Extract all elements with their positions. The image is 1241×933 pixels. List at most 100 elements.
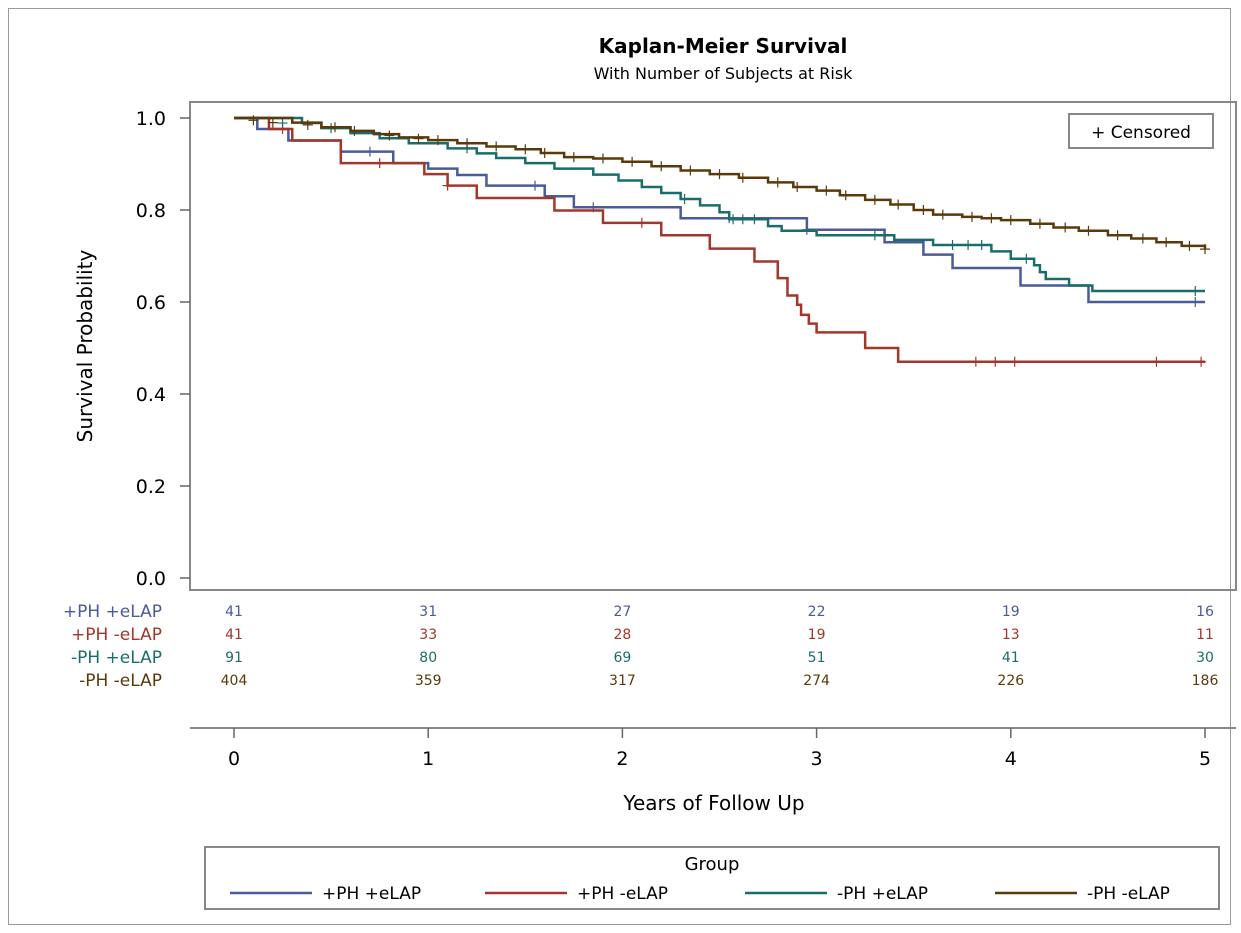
censor-mark (714, 169, 725, 180)
censor-mark (1083, 225, 1094, 236)
at-risk-count: 91 (225, 650, 243, 666)
chart-subtitle: With Number of Subjects at Risk (594, 64, 854, 83)
legend-label: +PH -eLAP (577, 884, 668, 904)
at-risk-count: 19 (808, 627, 826, 643)
censor-mark (1034, 218, 1045, 229)
y-axis: 0.0 0.2 0.4 0.6 0.8 1.0 (136, 108, 190, 590)
censor-mark (1137, 233, 1148, 244)
series-line (234, 116, 1207, 250)
censor-mark (1196, 356, 1207, 367)
censor-mark (679, 193, 690, 204)
at-risk-count: 41 (225, 604, 243, 620)
y-tick-label: 0.8 (136, 200, 166, 222)
legend-label: +PH +eLAP (322, 884, 421, 904)
censor-mark (1200, 244, 1210, 255)
y-tick-label: 0.2 (136, 476, 166, 498)
censor-mark (749, 214, 760, 225)
at-risk-row-label: +PH -eLAP (71, 625, 162, 645)
censor-mark (539, 147, 550, 158)
censor-mark (432, 135, 443, 146)
series-layer (234, 115, 1210, 367)
at-risk-count: 69 (613, 650, 631, 666)
censor-mark (947, 239, 958, 250)
censor-mark (374, 158, 385, 169)
censor-mark (737, 172, 748, 183)
censor-mark (918, 205, 929, 215)
at-risk-count: 28 (613, 627, 631, 643)
censor-mark (364, 146, 375, 157)
at-risk-row-label: -PH +eLAP (71, 648, 162, 668)
censor-mark (442, 180, 453, 191)
at-risk-count: 31 (419, 604, 437, 620)
censor-mark (520, 144, 531, 155)
censor-mark (937, 209, 948, 220)
censor-mark (1021, 253, 1032, 264)
group-legend-box (204, 846, 1220, 910)
censor-mark (685, 165, 696, 176)
censor-mark (267, 117, 278, 128)
censor-mark (963, 239, 974, 250)
censor-mark (821, 185, 832, 196)
x-tick-label: 2 (616, 748, 628, 770)
at-risk-count: 22 (808, 604, 826, 620)
at-risk-count: 317 (609, 673, 636, 689)
censor-mark (462, 138, 473, 149)
censor-mark (869, 194, 880, 205)
censor-mark (1009, 356, 1020, 367)
censor-mark (349, 125, 360, 136)
censor-mark (1190, 285, 1201, 296)
at-risk-count: 51 (808, 650, 826, 666)
at-risk-count: 80 (419, 650, 437, 666)
censor-mark (530, 180, 541, 191)
legend-label: -PH +eLAP (837, 884, 928, 904)
at-risk-count: 27 (613, 604, 631, 620)
y-tick-label: 1.0 (136, 108, 166, 130)
x-tick-label: 1 (422, 748, 434, 770)
censor-mark (966, 211, 977, 222)
at-risk-count: 274 (803, 673, 830, 689)
censor-mark (491, 141, 502, 152)
at-risk-count: 30 (1196, 650, 1214, 666)
at-risk-count: 16 (1196, 604, 1214, 620)
censor-mark (1060, 222, 1071, 233)
censor-mark (627, 156, 638, 167)
censor-mark (568, 152, 579, 163)
y-axis-label: Survival Probability (73, 249, 97, 442)
censor-mark (840, 190, 851, 201)
censor-mark (1005, 215, 1016, 226)
x-axis: 0 1 2 3 4 5 (190, 727, 1236, 770)
at-risk-count: 186 (1192, 673, 1219, 689)
censor-mark (1190, 297, 1201, 307)
at-risk-row-label: +PH +eLAP (63, 602, 162, 622)
at-risk-row-label: -PH -eLAP (79, 671, 162, 691)
y-tick-label: 0.4 (136, 384, 166, 406)
legend-items: +PH +eLAP +PH -eLAP -PH +eLAP -PH -eLAP (230, 884, 1170, 904)
x-axis-label: Years of Follow Up (622, 791, 804, 815)
y-tick-label: 0.6 (136, 292, 166, 314)
series-line (234, 116, 1205, 293)
at-risk-count: 33 (419, 627, 437, 643)
at-risk-count: 226 (997, 673, 1024, 689)
plot-area (189, 101, 1237, 591)
censor-mark (636, 217, 647, 228)
censor-mark (1112, 230, 1123, 241)
at-risk-count: 404 (221, 673, 248, 689)
censored-legend-label: + Censored (1091, 123, 1191, 143)
at-risk-count: 13 (1002, 627, 1020, 643)
censor-mark (413, 133, 424, 144)
group-legend: Group +PH +eLAP +PH -eLAP -PH +eLAP -PH -eL… (204, 846, 1220, 910)
at-risk-count: 19 (1002, 604, 1020, 620)
at-risk-count: 41 (225, 627, 243, 643)
chart-title: Kaplan-Meier Survival (599, 34, 848, 58)
series-line (234, 116, 1205, 364)
group-legend-title: Group (685, 854, 740, 875)
at-risk-count: 359 (415, 673, 442, 689)
censor-mark (384, 130, 395, 141)
censor-mark (990, 356, 1001, 367)
at-risk-table: +PH +eLAP 41 31 27 22 19 16 +PH -eLAP 41 33 28 19 13… (63, 602, 1219, 691)
censor-mark (656, 161, 667, 172)
censor-mark (869, 230, 880, 241)
at-risk-count: 41 (1002, 650, 1020, 666)
censor-mark (986, 213, 997, 224)
censored-legend-box (1068, 113, 1214, 149)
